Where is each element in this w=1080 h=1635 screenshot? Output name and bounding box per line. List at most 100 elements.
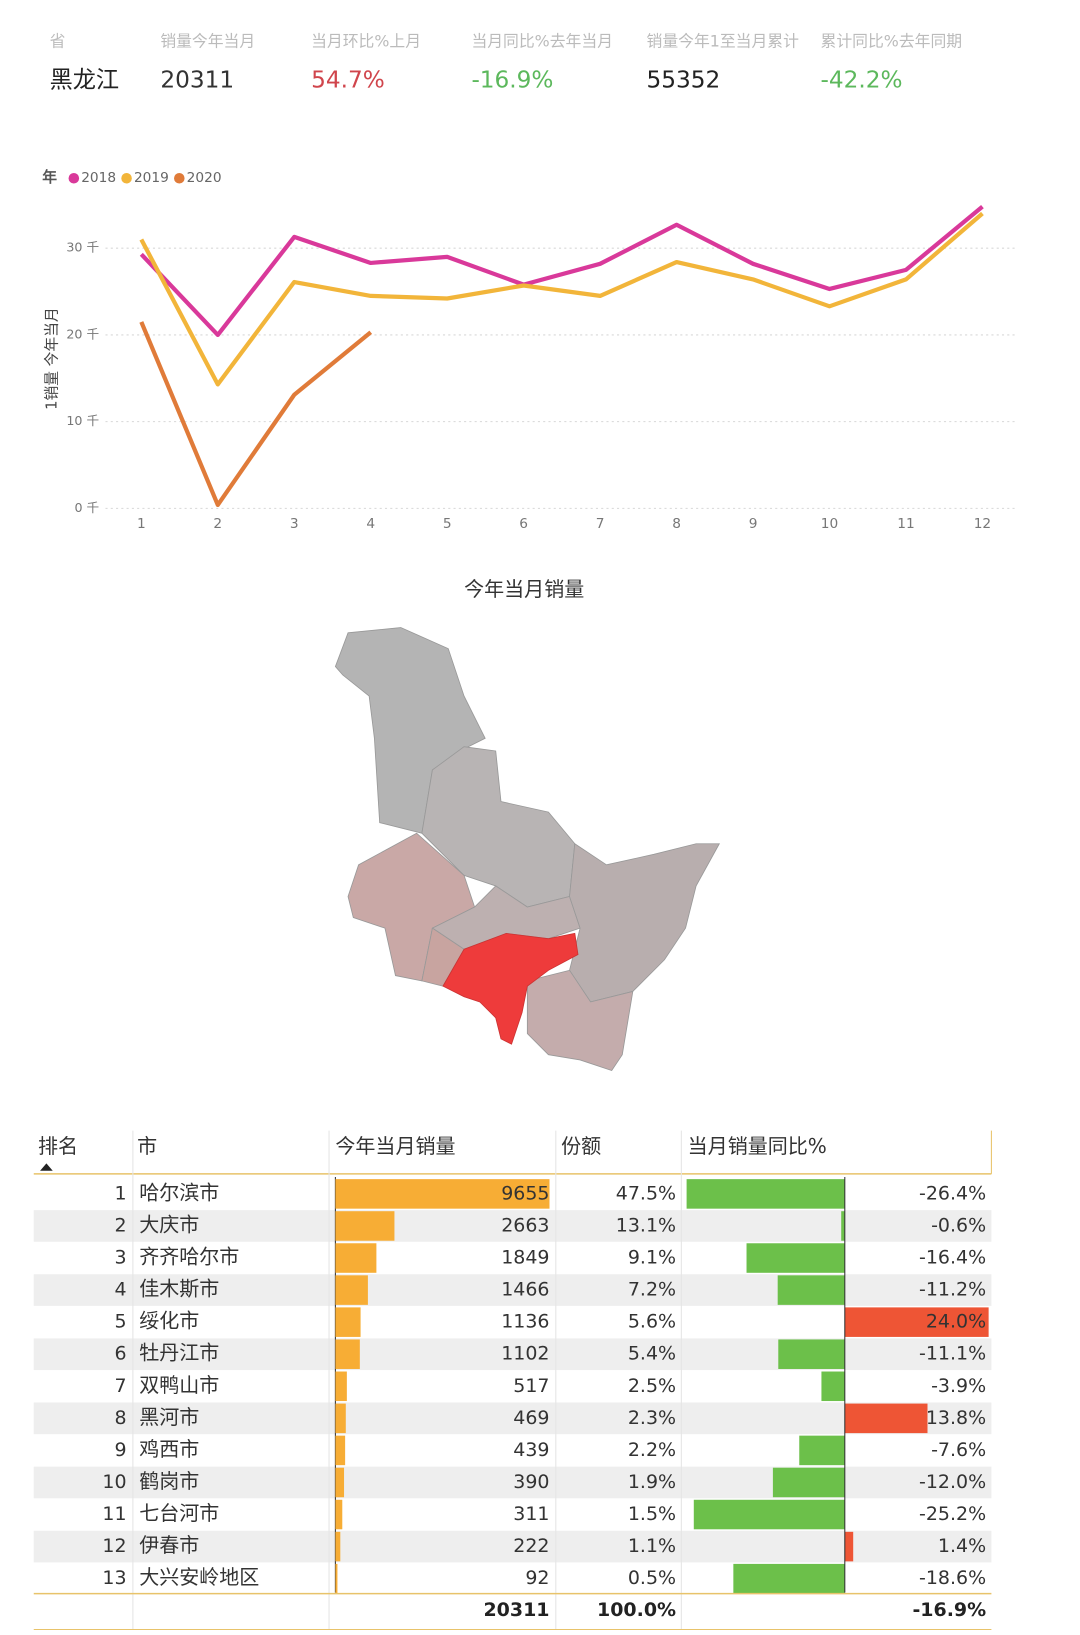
sales-bar (335, 1211, 395, 1241)
rank: 8 (114, 1407, 126, 1429)
yoy: 13.8% (926, 1407, 986, 1429)
sales-bar (335, 1435, 346, 1466)
city: 伊春市 (139, 1533, 199, 1557)
share: 5.6% (628, 1311, 676, 1333)
yoy-bar (778, 1339, 845, 1369)
sort-indicator (40, 1163, 53, 1171)
sales: 311 (513, 1503, 549, 1525)
rank: 2 (114, 1214, 126, 1236)
sales-bar (335, 1339, 360, 1369)
sales: 390 (513, 1471, 549, 1493)
sales: 1136 (501, 1311, 549, 1333)
sales-bar (335, 1307, 361, 1337)
sales: 469 (513, 1407, 549, 1429)
yoy-bar (733, 1563, 845, 1594)
share: 2.2% (628, 1439, 676, 1461)
city: 双鸭山市 (139, 1373, 219, 1397)
row-background (33, 1530, 992, 1563)
yoy-bar (746, 1243, 845, 1273)
sales: 2663 (501, 1214, 549, 1236)
yoy: -25.2% (919, 1503, 986, 1525)
kpi-value: 55352 (647, 67, 721, 94)
sales-bar (335, 1275, 368, 1305)
x-tick-label: 6 (519, 516, 528, 532)
rank: 6 (114, 1343, 126, 1365)
share: 5.4% (628, 1343, 676, 1365)
column-header: 今年当月销量 (335, 1134, 455, 1158)
kpi-label: 省 (50, 32, 66, 51)
kpi-value: -16.9% (471, 67, 553, 94)
kpi-value: 黑龙江 (50, 67, 120, 94)
yoy: -7.6% (931, 1439, 986, 1461)
yoy-bar (693, 1499, 845, 1530)
yoy-bar (844, 1531, 854, 1562)
y-tick-label: 0 千 (74, 500, 99, 515)
rank: 11 (102, 1503, 126, 1525)
share: 9.1% (628, 1247, 676, 1269)
legend-label: 2019 (134, 170, 169, 186)
share: 2.3% (628, 1407, 676, 1429)
row-background (33, 1402, 992, 1435)
yoy: -11.1% (919, 1343, 986, 1365)
legend-label: 2020 (187, 170, 222, 186)
sales-bar (335, 1467, 345, 1498)
yoy-bar (799, 1435, 845, 1466)
sales: 1849 (501, 1247, 549, 1269)
x-tick-label: 2 (213, 516, 222, 532)
legend-dot (68, 172, 80, 184)
yoy-bar (841, 1211, 845, 1241)
yoy: -16.4% (919, 1247, 986, 1269)
sales-bar (335, 1499, 343, 1530)
city: 齐齐哈尔市 (139, 1245, 239, 1269)
kpi-label: 累计同比%去年同期 (821, 32, 963, 51)
kpi-label: 销量今年1至当月累计 (647, 32, 800, 51)
x-tick-label: 12 (974, 516, 991, 532)
rank: 9 (114, 1439, 126, 1461)
column-header: 市 (137, 1134, 157, 1158)
x-tick-label: 10 (821, 516, 838, 532)
yoy-bar (772, 1467, 845, 1498)
line-series (139, 211, 984, 387)
city: 鹤岗市 (139, 1469, 199, 1493)
map-title: 今年当月销量 (464, 577, 584, 601)
sales: 9655 (501, 1182, 549, 1204)
kpi-value: 20311 (160, 67, 234, 94)
sales: 92 (525, 1567, 549, 1589)
city: 哈尔滨市 (139, 1180, 219, 1204)
map-region (396, 757, 408, 768)
city: 绥化市 (139, 1309, 199, 1333)
sales-bar (335, 1403, 346, 1434)
map-region-highlight (442, 932, 579, 1045)
legend-dot (174, 172, 185, 184)
total-sales: 20311 (483, 1599, 549, 1621)
share: 2.5% (628, 1375, 676, 1397)
yoy: -3.9% (931, 1375, 986, 1397)
row-background (33, 1210, 992, 1242)
rank: 12 (102, 1535, 126, 1557)
rank: 4 (114, 1279, 126, 1301)
rank: 10 (102, 1471, 126, 1493)
kpi-label: 当月同比%去年当月 (471, 32, 613, 51)
city: 七台河市 (139, 1501, 219, 1525)
column-header: 份额 (561, 1134, 601, 1158)
y-tick-label: 10 千 (66, 413, 99, 428)
y-axis-label: 1销量 今年当月 (44, 307, 61, 410)
sales: 1466 (501, 1279, 549, 1301)
yoy: -12.0% (919, 1471, 986, 1493)
sales-bar (335, 1243, 377, 1273)
kpi-value: 54.7% (311, 67, 385, 94)
sales-bar (335, 1563, 338, 1594)
column-header: 当月销量同比% (688, 1134, 827, 1158)
kpi-value: -42.2% (821, 67, 903, 94)
city: 黑河市 (139, 1405, 199, 1429)
share: 47.5% (616, 1182, 676, 1204)
x-tick-label: 7 (596, 516, 605, 532)
legend-title: 年 (42, 168, 57, 186)
share: 1.1% (628, 1535, 676, 1557)
sales-bar (335, 1179, 550, 1209)
share: 1.9% (628, 1471, 676, 1493)
yoy: 1.4% (938, 1535, 986, 1557)
yoy-bar (844, 1307, 989, 1337)
